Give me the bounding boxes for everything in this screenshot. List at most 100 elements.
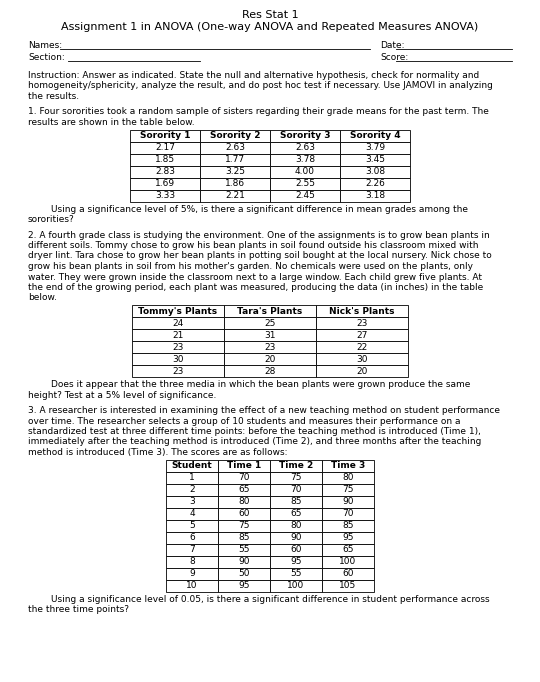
Text: Tara's Plants: Tara's Plants	[238, 306, 302, 316]
Bar	[322, 484, 374, 496]
Bar	[322, 471, 374, 484]
Bar	[316, 341, 408, 353]
Text: 90: 90	[291, 533, 302, 542]
Text: 1. Four sororities took a random sample of sisters regarding their grade means f: 1. Four sororities took a random sample …	[28, 108, 489, 117]
Bar	[270, 544, 322, 556]
Text: 55: 55	[291, 569, 302, 578]
Text: below.: below.	[28, 293, 57, 303]
Bar	[270, 166, 340, 177]
Text: 3.18: 3.18	[365, 191, 385, 200]
Bar	[270, 531, 322, 544]
Bar	[322, 507, 374, 520]
Text: 1: 1	[189, 473, 195, 482]
Bar	[166, 520, 218, 531]
Text: standardized test at three different time points: before the teaching method is : standardized test at three different tim…	[28, 427, 481, 436]
Text: 23: 23	[264, 342, 276, 351]
Bar	[166, 460, 218, 471]
Bar	[270, 556, 322, 567]
Text: 2: 2	[189, 485, 195, 494]
Bar	[270, 507, 322, 520]
Text: 55: 55	[238, 545, 249, 554]
Text: grow his bean plants in soil from his mother's garden. No chemicals were used on: grow his bean plants in soil from his mo…	[28, 262, 473, 271]
Text: 1.85: 1.85	[155, 155, 175, 164]
Text: 24: 24	[172, 318, 184, 327]
Text: 2.21: 2.21	[225, 191, 245, 200]
Text: 90: 90	[342, 497, 354, 506]
Text: 65: 65	[291, 509, 302, 518]
Bar	[270, 567, 322, 580]
Bar	[218, 460, 270, 471]
Bar	[340, 177, 410, 190]
Text: 60: 60	[291, 545, 302, 554]
Text: 95: 95	[238, 581, 249, 590]
Text: 23: 23	[172, 342, 184, 351]
Text: 2.45: 2.45	[295, 191, 315, 200]
Text: 3.25: 3.25	[225, 167, 245, 176]
Bar	[218, 507, 270, 520]
Bar	[218, 556, 270, 567]
Bar	[200, 190, 270, 201]
Text: 2.26: 2.26	[365, 179, 385, 188]
Bar	[166, 507, 218, 520]
Text: 90: 90	[238, 557, 249, 566]
Bar	[218, 531, 270, 544]
Text: 70: 70	[342, 509, 354, 518]
Bar	[166, 544, 218, 556]
Bar	[340, 153, 410, 166]
Text: 31: 31	[264, 331, 276, 340]
Text: 2.17: 2.17	[155, 143, 175, 152]
Text: Section:: Section:	[28, 53, 65, 61]
Text: 20: 20	[264, 355, 276, 364]
Text: Instruction: Answer as indicated. State the null and alternative hypothesis, che: Instruction: Answer as indicated. State …	[28, 71, 480, 80]
Bar	[166, 531, 218, 544]
Text: over time. The researcher selects a group of 10 students and measures their perf: over time. The researcher selects a grou…	[28, 417, 461, 426]
Text: 70: 70	[291, 485, 302, 494]
Text: 2.55: 2.55	[295, 179, 315, 188]
Bar	[322, 531, 374, 544]
Bar	[322, 460, 374, 471]
Bar	[218, 567, 270, 580]
Text: Time 1: Time 1	[227, 461, 261, 470]
Bar	[130, 190, 200, 201]
Text: 80: 80	[291, 521, 302, 530]
Bar	[200, 153, 270, 166]
Text: Sorority 1: Sorority 1	[140, 131, 190, 140]
Text: results are shown in the table below.: results are shown in the table below.	[28, 118, 194, 127]
Bar	[224, 353, 316, 365]
Bar	[270, 141, 340, 153]
Bar	[166, 496, 218, 507]
Text: Date:: Date:	[380, 41, 404, 50]
Bar	[316, 329, 408, 341]
Text: Sorority 4: Sorority 4	[350, 131, 400, 140]
Text: 27: 27	[356, 331, 368, 340]
Bar	[340, 130, 410, 141]
Bar	[322, 580, 374, 591]
Text: height? Test at a 5% level of significance.: height? Test at a 5% level of significan…	[28, 391, 217, 400]
Text: 3.45: 3.45	[365, 155, 385, 164]
Text: Score:: Score:	[380, 53, 408, 61]
Bar	[166, 580, 218, 591]
Text: 65: 65	[238, 485, 249, 494]
Text: Nick's Plants: Nick's Plants	[329, 306, 395, 316]
Bar	[224, 329, 316, 341]
Bar	[322, 567, 374, 580]
Bar	[316, 365, 408, 377]
Bar	[200, 130, 270, 141]
Text: the results.: the results.	[28, 92, 79, 101]
Bar	[132, 317, 224, 329]
Text: Sorority 3: Sorority 3	[280, 131, 330, 140]
Bar	[130, 141, 200, 153]
Bar	[270, 520, 322, 531]
Text: 10: 10	[186, 581, 198, 590]
Bar	[218, 580, 270, 591]
Bar	[132, 329, 224, 341]
Text: 2.83: 2.83	[155, 167, 175, 176]
Bar	[270, 177, 340, 190]
Text: 6: 6	[189, 533, 195, 542]
Text: method is introduced (Time 3). The scores are as follows:: method is introduced (Time 3). The score…	[28, 448, 287, 457]
Text: 60: 60	[238, 509, 249, 518]
Bar	[132, 305, 224, 317]
Text: 95: 95	[342, 533, 354, 542]
Bar	[218, 484, 270, 496]
Text: 3: 3	[189, 497, 195, 506]
